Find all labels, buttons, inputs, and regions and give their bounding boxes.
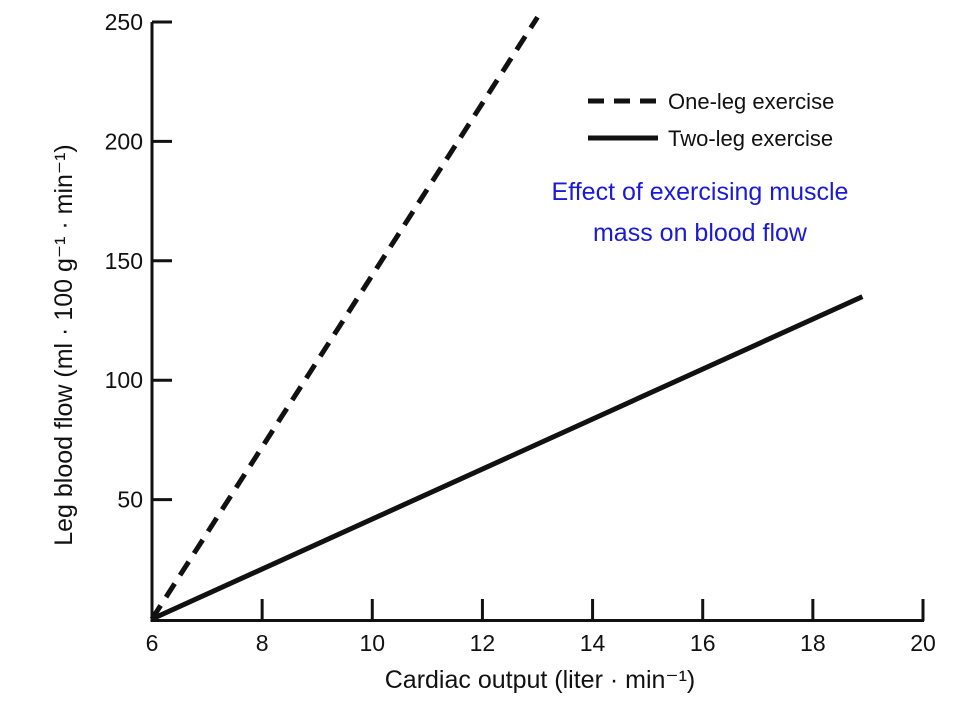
annotation-line-2: mass on blood flow — [593, 219, 808, 247]
x-tick-label: 16 — [690, 630, 716, 656]
axes — [150, 22, 924, 622]
legend-label: Two-leg exercise — [668, 126, 833, 151]
x-tick-label: 8 — [256, 630, 269, 656]
y-axis-title: Leg blood flow (ml · 100 g⁻¹ · min⁻¹) — [50, 144, 78, 546]
x-tick-label: 12 — [470, 630, 496, 656]
legend-label: One-leg exercise — [668, 89, 834, 114]
x-tick-label: 18 — [800, 630, 826, 656]
y-tick-label: 50 — [117, 487, 143, 513]
x-tick-label: 20 — [910, 630, 936, 656]
y-tick-label: 250 — [105, 9, 143, 35]
x-tick-label: 6 — [146, 630, 159, 656]
ticks: 6 8 10 12 14 16 18 20 50 100 150 200 250 — [105, 9, 936, 656]
x-tick-label: 14 — [580, 630, 606, 656]
y-tick-label: 200 — [105, 128, 143, 154]
two-leg-series-line — [150, 294, 864, 622]
x-tick-label: 10 — [359, 630, 385, 656]
y-tick-label: 150 — [105, 248, 143, 274]
y-tick-label: 100 — [105, 367, 143, 393]
one-leg-series-line — [149, 15, 540, 621]
annotation-line-1: Effect of exercising muscle — [552, 178, 849, 206]
legend: One-leg exercise Two-leg exercise — [588, 89, 834, 151]
series — [149, 15, 864, 622]
x-axis-title: Cardiac output (liter · min⁻¹) — [385, 666, 696, 694]
